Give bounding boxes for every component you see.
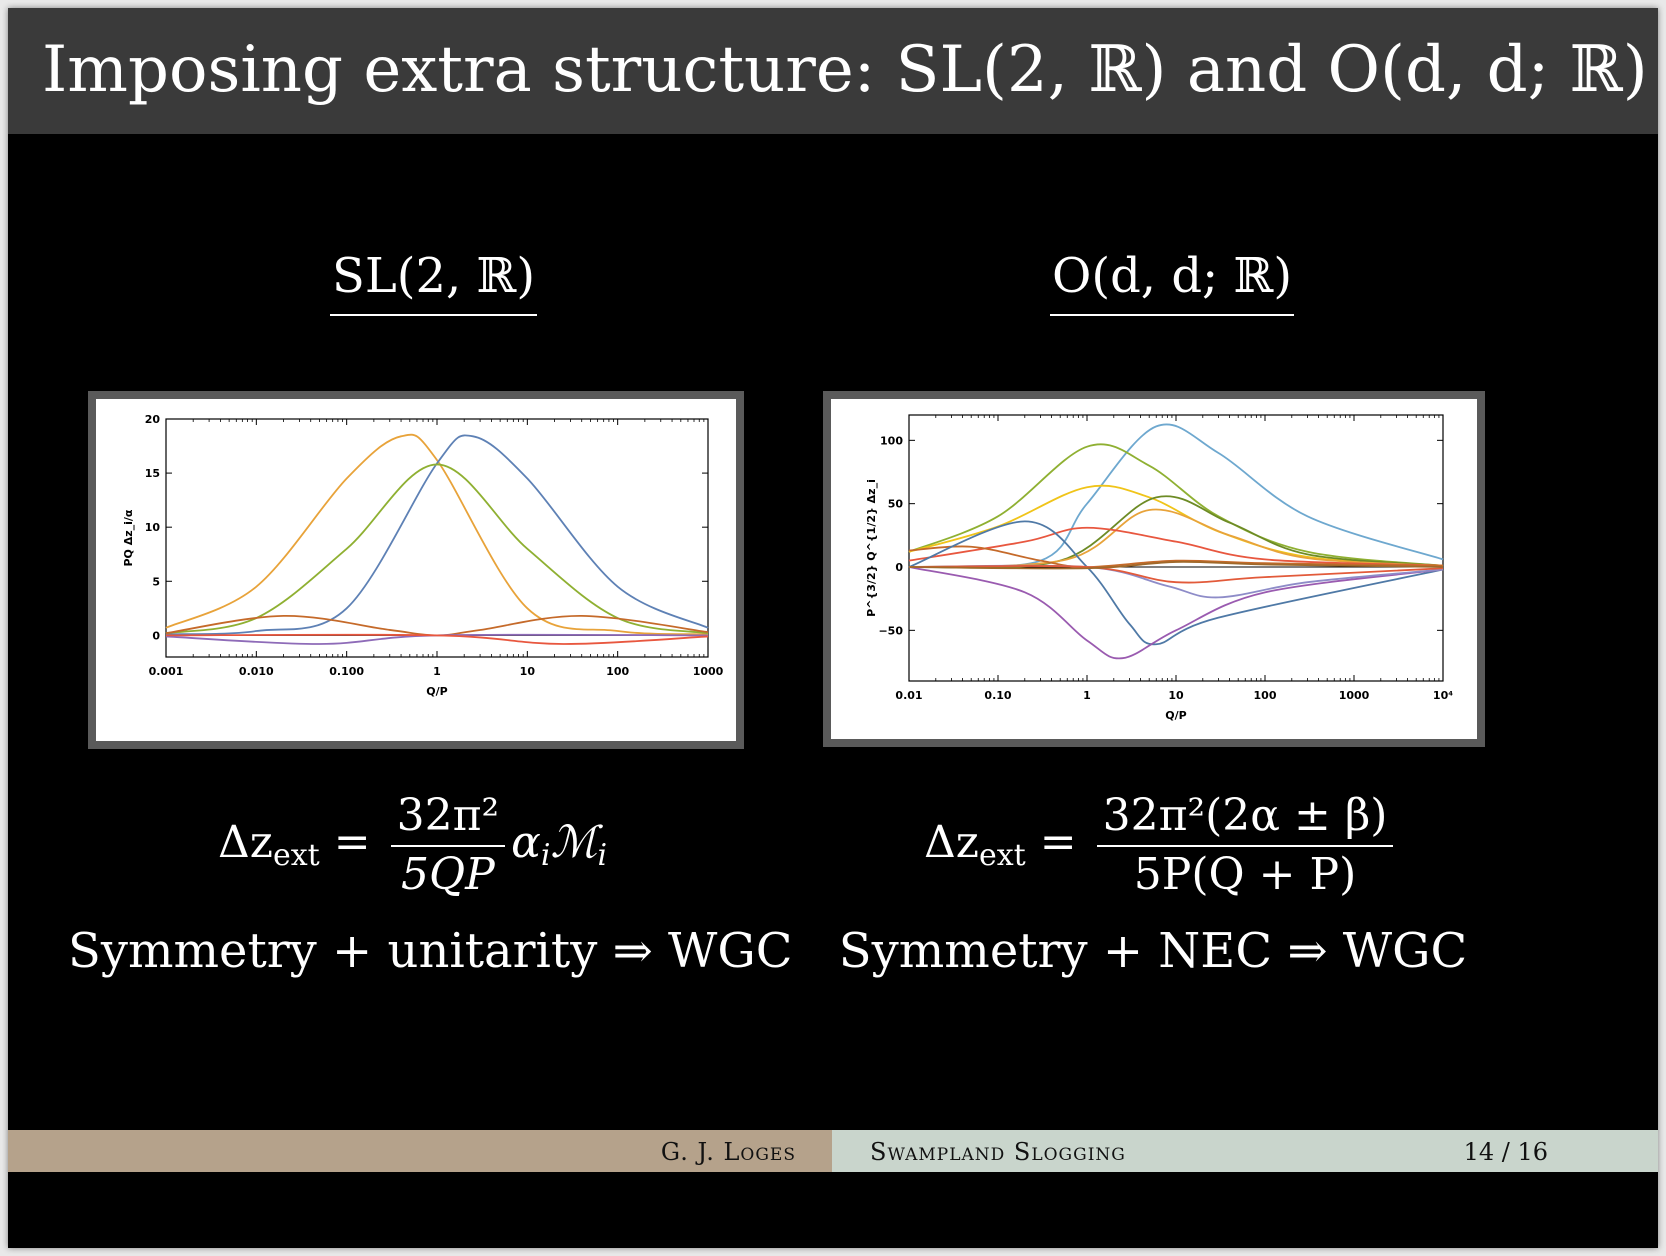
x-tick-label: 10 [1168,689,1184,702]
series-line-4 [908,508,1444,568]
y-tick-label: 100 [880,434,903,447]
y-tick-label: 20 [145,413,161,426]
series-line-10 [908,564,1444,584]
x-tick-label: 1 [1083,689,1091,702]
series-line-5 [908,526,1444,567]
left-plot-frame: 0.001 0.010 0.100 1 10 100 1000 0 5 10 15 20 Q/P PQ Δ… [88,391,744,749]
right-heading-text: O(d, d; ℝ) [1050,248,1295,316]
series-line-11 [908,560,1444,570]
x-tick-label: 10⁴ [1433,689,1453,702]
left-chart: 0.001 0.010 0.100 1 10 100 1000 0 5 10 15 20 Q/P PQ Δ… [122,413,724,698]
series-line-3 [908,495,1444,569]
slide: Imposing extra structure: SL(2, ℝ) and O… [8,8,1658,1248]
series-line-0 [165,433,709,636]
x-tick-label: 100 [606,665,629,678]
right-formula: Δzext = 32π²(2α ± β) 5P(Q + P) [924,790,1399,900]
x-axis-label: Q/P [1165,709,1186,722]
left-heading: SL(2, ℝ) [330,248,538,316]
right-formula-numerator: 32π²(2α ± β) [1096,790,1394,847]
right-formula-lhs: Δzext [924,816,1026,873]
y-axis-label: PQ Δz_i/α [122,509,135,566]
y-axis-label: P^{3/2} Q^{1/2} Δz_i [865,479,878,617]
title-bar: Imposing extra structure: SL(2, ℝ) and O… [8,8,1658,134]
footer: G. J. Loges Swampland Slogging 14 / 16 [8,1130,1658,1172]
x-tick-label: 100 [1254,689,1277,702]
x-tick-label: 0.010 [239,665,274,678]
left-formula-numerator: 32π² [390,790,506,847]
right-formula-eq: = [1039,816,1077,868]
right-chart: 0.01 0.10 1 10 100 1000 10⁴ −50 0 50 100 Q/P P^{3/2}… [865,414,1453,722]
series-line-8 [908,566,1444,660]
left-formula-denominator: 5QP [401,849,495,900]
footer-right: Swampland Slogging 14 / 16 [832,1130,1658,1172]
right-statement: Symmetry + NEC ⇒ WGC [838,923,1468,979]
series-line-0 [908,423,1444,569]
footer-left: G. J. Loges [8,1130,832,1172]
y-tick-label: −50 [878,624,903,637]
right-plot-frame: 0.01 0.10 1 10 100 1000 10⁴ −50 0 50 100 Q/P P^{3/2}… [823,391,1485,747]
series-line-2 [165,463,709,635]
left-formula: Δzext = 32π² 5QP αiℳi [218,790,607,900]
left-formula-tail: αiℳi [511,816,608,873]
y-tick-label: 10 [145,521,161,534]
series-line-1 [908,443,1444,567]
left-formula-lhs: Δzext [218,816,320,873]
footer-talk-title: Swampland Slogging [870,1138,1126,1166]
right-formula-fraction: 32π²(2α ± β) 5P(Q + P) [1096,790,1394,900]
y-tick-label: 15 [145,467,160,480]
left-heading-text: SL(2, ℝ) [330,248,538,316]
x-axis-label: Q/P [426,685,447,698]
series-line-1 [165,434,709,636]
x-tick-label: 1000 [1339,689,1370,702]
y-tick-label: 0 [895,561,903,574]
series-line-5 [165,633,709,645]
y-tick-label: 0 [152,629,160,642]
series-line-4 [165,633,709,645]
x-tick-label: 1 [433,665,441,678]
x-tick-label: 0.100 [329,665,364,678]
right-heading: O(d, d; ℝ) [1050,248,1295,316]
left-formula-fraction: 32π² 5QP [390,790,506,900]
series-line-6 [908,545,1444,568]
x-tick-label: 0.01 [895,689,922,702]
footer-page-number: 14 / 16 [1463,1138,1548,1166]
y-tick-label: 50 [888,498,904,511]
left-statement: Symmetry + unitarity ⇒ WGC [68,923,793,979]
left-formula-eq: = [333,816,371,868]
y-tick-label: 5 [152,575,160,588]
x-tick-label: 1000 [693,665,724,678]
x-tick-label: 0.001 [149,665,184,678]
right-formula-denominator: 5P(Q + P) [1133,849,1357,900]
x-tick-label: 0.10 [984,689,1011,702]
series-line-7 [908,520,1444,646]
slide-title: Imposing extra structure: SL(2, ℝ) and O… [42,33,1648,107]
footer-author: G. J. Loges [660,1138,796,1166]
x-tick-label: 10 [520,665,536,678]
